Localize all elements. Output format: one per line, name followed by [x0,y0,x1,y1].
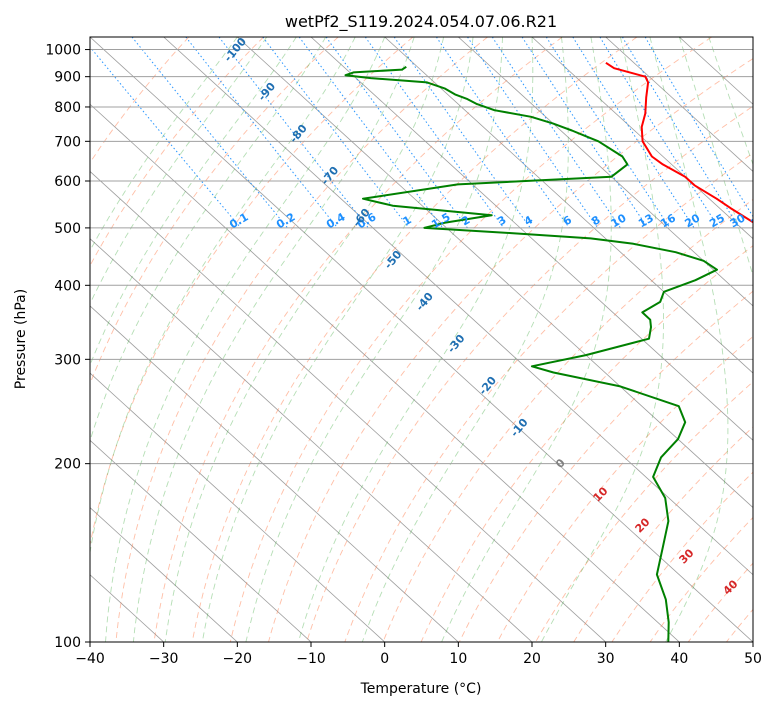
dry-adiabat-line [420,245,753,642]
y-tick-label: 100 [54,635,81,651]
moist-adiabat-line [708,37,753,166]
isotherm-line [384,37,753,374]
dry-adiabat-line [90,37,414,548]
isotherm-line [90,238,533,642]
x-tick-label: 20 [523,651,541,667]
moist-adiabat-line [649,37,729,642]
moist-adiabat-line [245,37,503,642]
dry-adiabat-line [90,37,264,267]
mixing-ratio-line [572,37,695,229]
moist-adiabat-line [90,37,268,305]
x-axis-title: Temperature (°C) [360,681,482,697]
y-tick-label: 600 [54,174,81,190]
dry-adiabat-line [115,37,488,642]
mixing-ratio-line [545,37,671,229]
isotherm-line [90,507,238,642]
dry-adiabat-lines [90,37,753,642]
temperature-profile-line [605,61,753,224]
pressure-grid-lines [90,49,753,642]
y-tick-label: 1000 [45,43,81,59]
moist-adiabat-line [90,37,238,252]
dry-adiabat-line [191,37,638,642]
moist-adiabat-line [164,37,445,642]
x-tick-label: −20 [223,651,253,667]
isotherm-line [90,103,680,642]
dry-adiabat-line [268,58,753,642]
x-tick-label: 0 [380,651,389,667]
dry-adiabat-line [573,426,753,642]
mixing-ratio-line [621,37,740,229]
plot-frame [89,36,754,643]
isotherm-line [90,170,606,642]
plot-area: 0.10.20.40.611.52346810131620253036-100-… [90,37,768,642]
mixing-ratio-line [364,37,505,229]
isotherm-line [90,305,459,642]
mixing-ratio-line [218,37,369,229]
x-axis-ticks: −40 −30 −20 −10 0 10 20 30 40 50 [75,642,762,667]
dry-adiabat-line [306,105,753,642]
isotherm-line [90,372,385,642]
dry-adiabat-line [229,37,712,642]
x-tick-label: −30 [149,651,179,667]
isotherm-line [90,37,753,642]
y-axis-ticks: 100 200 300 400 500 600 700 800 900 1000 [45,43,90,651]
isotherm-line [605,37,753,172]
dewpoint-profile-line [344,65,718,642]
y-tick-label: 300 [54,352,81,368]
x-tick-label: 50 [744,651,762,667]
dry-adiabat-line [649,516,753,642]
dry-adiabat-line [344,152,753,642]
mixing-ratio-line [90,46,242,229]
x-tick-label: −40 [75,651,105,667]
mixing-ratio-label: 36 [748,211,768,230]
moist-adiabat-line [297,37,534,642]
profile-series [344,61,753,642]
isotherm-line [90,439,312,642]
x-tick-label: 10 [449,651,467,667]
y-tick-label: 900 [54,70,81,86]
dry-adiabat-line [90,37,339,385]
y-tick-label: 200 [54,457,81,473]
x-tick-label: 30 [597,651,615,667]
y-tick-label: 800 [54,100,81,116]
y-tick-label: 400 [54,278,81,294]
moist-adiabat-line [441,37,612,642]
mixing-ratio-line [644,37,753,218]
y-tick-label: 500 [54,221,81,237]
isotherm-line [163,37,753,576]
moist-adiabat-line [90,37,297,367]
mixing-ratio-line [185,37,338,229]
chart-title: wetPf2_S119.2024.054.07.06.R21 [285,12,557,32]
y-axis-title: Pressure (hPa) [13,289,29,389]
moist-adiabat-lines [90,37,753,642]
moist-adiabat-line [361,37,569,642]
mixing-ratio-line [131,37,288,229]
isotherm-line [237,37,753,509]
x-tick-label: −10 [296,651,326,667]
x-tick-label: 40 [670,651,688,667]
moist-adiabat-line [105,37,386,642]
moist-adiabat-line [90,37,356,556]
isotherm-line [458,37,753,307]
moist-adiabat-line [132,37,415,642]
moist-adiabat-line [90,37,327,443]
dry-adiabat-line [382,198,753,642]
moist-adiabat-line [201,37,474,642]
dry-adiabat-line [497,335,753,642]
mixing-ratio-line [467,37,599,229]
dry-adiabat-line [153,37,563,642]
dry-adiabat-line [458,290,753,642]
moist-adiabat-line [678,37,753,278]
mixing-ratio-line [393,37,531,229]
y-tick-label: 700 [54,134,81,150]
